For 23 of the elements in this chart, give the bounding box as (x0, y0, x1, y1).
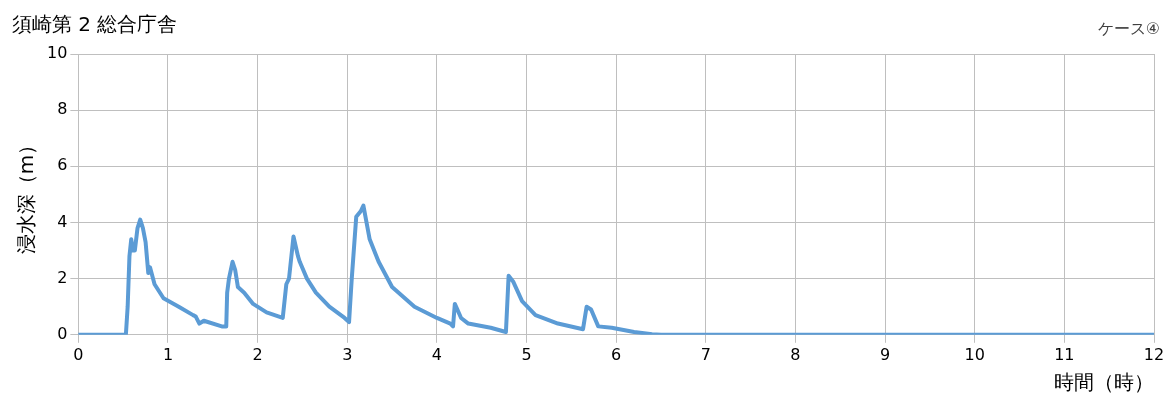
y-tick-label: 0 (57, 323, 68, 343)
chart-title: 須崎第 2 総合庁舎 (12, 12, 178, 37)
y-tick-label: 8 (57, 99, 68, 119)
x-tick-label: 1 (162, 344, 174, 364)
x-tick-label: 8 (790, 344, 801, 364)
x-tick-label: 9 (880, 344, 891, 364)
x-tick-label: 4 (431, 344, 442, 364)
y-tick-label: 2 (57, 267, 68, 287)
x-tick-label: 7 (700, 344, 711, 364)
x-tick-label: 0 (73, 344, 84, 364)
x-tick-label: 12 (1143, 344, 1165, 364)
x-tick-label: 10 (964, 344, 985, 364)
x-axis-title: 時間（時） (1054, 370, 1154, 395)
y-tick-label: 6 (57, 155, 68, 175)
x-tick-label: 6 (611, 344, 622, 364)
x-tick-label: 11 (1054, 344, 1075, 364)
text: ケース④ (1097, 19, 1160, 39)
y-axis-title: 浸水深（m） (14, 134, 39, 255)
y-tick-label: 4 (57, 211, 68, 231)
y-tick-label: 10 (47, 43, 68, 63)
x-tick-label: 5 (521, 344, 532, 364)
x-tick-label: 3 (342, 344, 353, 364)
x-tick-label: 2 (252, 344, 263, 364)
